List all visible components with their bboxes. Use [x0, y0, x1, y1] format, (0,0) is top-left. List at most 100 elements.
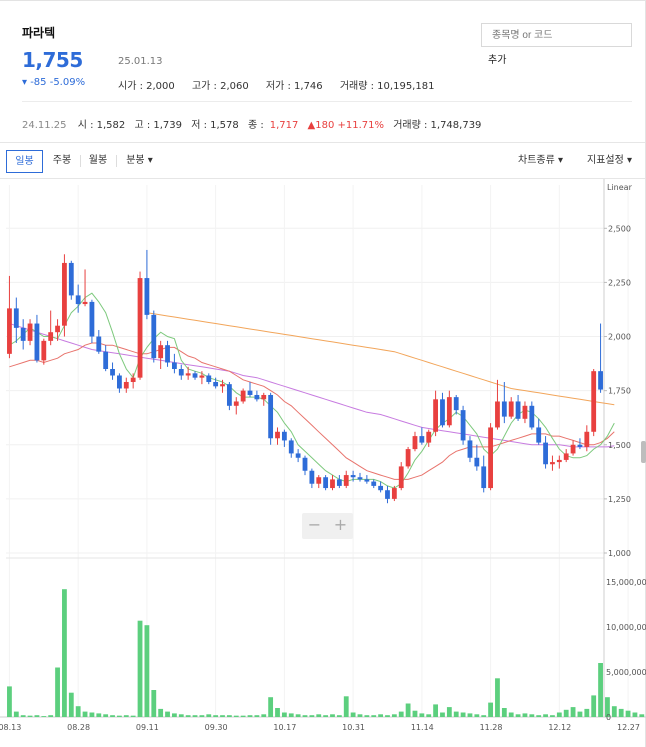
- candle-body: [151, 314, 157, 359]
- candle-body: [323, 477, 329, 489]
- volume-bar: [543, 714, 548, 717]
- stock-search-input[interactable]: [481, 23, 632, 47]
- volume-bar: [130, 715, 136, 717]
- candle-body: [34, 323, 40, 361]
- candle-body: [419, 436, 425, 443]
- volume-bar: [82, 711, 88, 717]
- volume-bar: [605, 697, 610, 717]
- hover-change: ▲180 +11.71%: [307, 120, 385, 131]
- candle-body: [577, 444, 583, 447]
- candle-body: [563, 453, 569, 460]
- volume-bar: [34, 715, 40, 717]
- tab-separator: [116, 155, 117, 167]
- volume-bar: [62, 589, 67, 717]
- add-stock-button[interactable]: 추가: [488, 55, 507, 66]
- volume-bar: [226, 715, 232, 717]
- tab-minute[interactable]: 분봉 ▾: [126, 155, 153, 166]
- candle-body: [357, 477, 363, 480]
- volume-bar: [488, 702, 493, 717]
- volume-bar: [330, 714, 335, 717]
- volume-bar: [426, 714, 432, 717]
- candle-body: [275, 431, 280, 439]
- candle-body: [96, 336, 102, 352]
- candle-body: [556, 459, 562, 463]
- current-price: 1,755: [22, 48, 83, 72]
- indicator-settings-dropdown[interactable]: 지표설정 ▾: [587, 155, 632, 166]
- high-price: 고가 : 2,060: [191, 81, 249, 92]
- candle-body: [501, 401, 507, 417]
- candle-body: [481, 466, 487, 489]
- candle-body: [543, 442, 548, 465]
- volume-bar: [495, 678, 500, 717]
- date-tick-label: 09.11: [136, 723, 159, 732]
- candle-body: [254, 394, 260, 400]
- volume-bar: [233, 715, 239, 717]
- candle-body: [440, 399, 445, 426]
- candle-body: [495, 401, 500, 428]
- volume-bar: [563, 709, 569, 717]
- volume-bar: [137, 620, 143, 717]
- volume-bar: [288, 713, 294, 717]
- chart-type-dropdown[interactable]: 차트종류 ▾: [518, 155, 563, 166]
- volume-bar: [591, 695, 597, 717]
- candle-body: [213, 381, 219, 387]
- volume-bar: [446, 707, 452, 717]
- candle-body: [268, 394, 274, 439]
- zoom-out-button[interactable]: −: [307, 515, 322, 534]
- ohlc-summary: 시가 : 2,000 고가 : 2,060 저가 : 1,746 거래량 : 1…: [118, 77, 448, 92]
- zoom-in-button[interactable]: +: [333, 515, 348, 534]
- volume-bar: [268, 697, 274, 717]
- candle-body: [206, 375, 212, 382]
- candle-body: [426, 431, 432, 443]
- price-tick-label: 1,500: [608, 441, 631, 450]
- hover-close-label: 종 :: [247, 120, 264, 131]
- volume-bar: [199, 715, 205, 717]
- volume-tick-label: 15,000,000: [606, 578, 646, 587]
- tab-monthly[interactable]: 월봉: [88, 155, 108, 166]
- volume-bar: [385, 715, 390, 717]
- volume-bar: [213, 715, 219, 717]
- stock-name: 파라텍: [22, 26, 56, 40]
- ma5-line: [9, 292, 615, 489]
- volume-bar: [55, 667, 60, 717]
- volume-bar: [20, 715, 26, 717]
- candle-body: [371, 481, 377, 486]
- candle-body: [433, 399, 439, 432]
- volume-bar: [577, 711, 583, 717]
- volume-bar: [632, 712, 638, 717]
- candle-body: [62, 262, 67, 326]
- volume-bar: [103, 714, 109, 717]
- candle-body: [144, 278, 150, 315]
- volume-bar: [110, 715, 115, 717]
- candle-body: [20, 327, 26, 341]
- volume-bar: [625, 710, 631, 717]
- volume-bar: [550, 715, 555, 717]
- candle-body: [336, 479, 342, 486]
- volume-bar: [68, 692, 74, 717]
- date-tick-label: 10.17: [273, 723, 296, 732]
- volume-bar: [240, 715, 246, 717]
- candle-body: [226, 384, 232, 406]
- tab-daily[interactable]: 일봉: [6, 150, 43, 173]
- volume-bar: [343, 696, 349, 717]
- candle-body: [536, 427, 542, 443]
- candle-body: [247, 390, 253, 395]
- volume-bar: [27, 715, 33, 717]
- candle-body: [48, 332, 54, 341]
- chart-toolbar: 일봉 주봉 월봉 분봉 ▾ 차트종류 ▾ 지표설정 ▾: [0, 142, 645, 179]
- date-tick-label: 08.28: [67, 723, 90, 732]
- candle-body: [385, 490, 390, 499]
- candle-body: [130, 377, 136, 382]
- candle-body: [158, 345, 164, 359]
- volume-bar: [206, 714, 212, 717]
- hover-candle-info: 24.11.25 시 : 1,582 고 : 1,739 저 : 1,578 종…: [22, 116, 487, 131]
- volume-bar: [178, 714, 184, 717]
- volume-bar: [357, 714, 363, 717]
- tab-weekly[interactable]: 주봉: [52, 155, 72, 166]
- price-volume-chart[interactable]: Linear 2,500 2,250 2,000 1,750 1,500 1,250 1,00…: [0, 179, 646, 747]
- volume-bar: [336, 715, 342, 717]
- volume-bar: [41, 716, 47, 717]
- date-tick-label: 12.12: [548, 723, 571, 732]
- volume-bar: [570, 707, 576, 717]
